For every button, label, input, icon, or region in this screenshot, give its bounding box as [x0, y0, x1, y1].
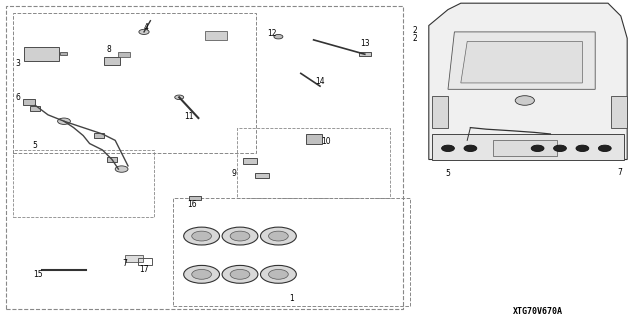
Text: 2: 2: [412, 34, 417, 43]
Circle shape: [269, 231, 288, 241]
Text: 13: 13: [360, 39, 370, 48]
Circle shape: [175, 95, 184, 100]
Polygon shape: [429, 3, 627, 160]
Bar: [243, 158, 257, 164]
Circle shape: [260, 227, 296, 245]
Bar: [306, 134, 321, 144]
Text: XTG70V670A: XTG70V670A: [513, 307, 563, 315]
Circle shape: [269, 270, 288, 279]
Circle shape: [230, 231, 250, 241]
Polygon shape: [461, 41, 582, 83]
Bar: [432, 96, 448, 128]
Text: 4: 4: [143, 23, 148, 32]
Circle shape: [554, 145, 566, 152]
Bar: [94, 133, 104, 138]
Text: 2: 2: [412, 26, 417, 35]
Text: 5: 5: [33, 141, 38, 150]
Bar: [359, 52, 371, 56]
Circle shape: [222, 227, 258, 245]
Text: 7: 7: [122, 259, 127, 268]
Circle shape: [184, 227, 220, 245]
Text: 16: 16: [187, 200, 197, 209]
Text: 15: 15: [33, 270, 44, 279]
Circle shape: [115, 166, 128, 172]
Bar: [125, 255, 143, 262]
Text: 1: 1: [289, 294, 294, 303]
Bar: [189, 196, 201, 200]
Circle shape: [222, 265, 258, 283]
Bar: [493, 140, 557, 156]
Bar: [30, 106, 40, 111]
Text: 12: 12: [268, 29, 276, 38]
Text: 7: 7: [617, 168, 622, 177]
Circle shape: [464, 145, 477, 152]
Circle shape: [58, 118, 70, 124]
Circle shape: [192, 270, 211, 279]
Text: 14: 14: [315, 77, 325, 86]
Bar: [107, 157, 117, 162]
Text: 5: 5: [445, 169, 451, 178]
Bar: [118, 52, 130, 57]
Circle shape: [442, 145, 454, 152]
Text: 8: 8: [106, 45, 111, 54]
Bar: [60, 52, 67, 55]
Bar: [611, 96, 627, 128]
Bar: [205, 31, 227, 40]
Bar: [23, 99, 35, 105]
Circle shape: [274, 34, 283, 39]
Bar: [138, 258, 152, 265]
Circle shape: [184, 265, 220, 283]
Text: 3: 3: [15, 59, 20, 68]
Text: 6: 6: [15, 93, 20, 102]
Bar: [24, 47, 60, 62]
Bar: [104, 56, 120, 64]
Bar: [432, 134, 624, 160]
Circle shape: [515, 96, 534, 105]
Text: 11: 11: [184, 112, 193, 121]
Circle shape: [598, 145, 611, 152]
Text: 17: 17: [139, 265, 149, 274]
Polygon shape: [448, 32, 595, 89]
Circle shape: [192, 231, 211, 241]
Circle shape: [139, 29, 149, 34]
Circle shape: [576, 145, 589, 152]
Bar: [255, 173, 269, 178]
Circle shape: [260, 265, 296, 283]
Text: 9: 9: [231, 169, 236, 178]
Circle shape: [531, 145, 544, 152]
Text: 10: 10: [321, 137, 332, 146]
Circle shape: [230, 270, 250, 279]
